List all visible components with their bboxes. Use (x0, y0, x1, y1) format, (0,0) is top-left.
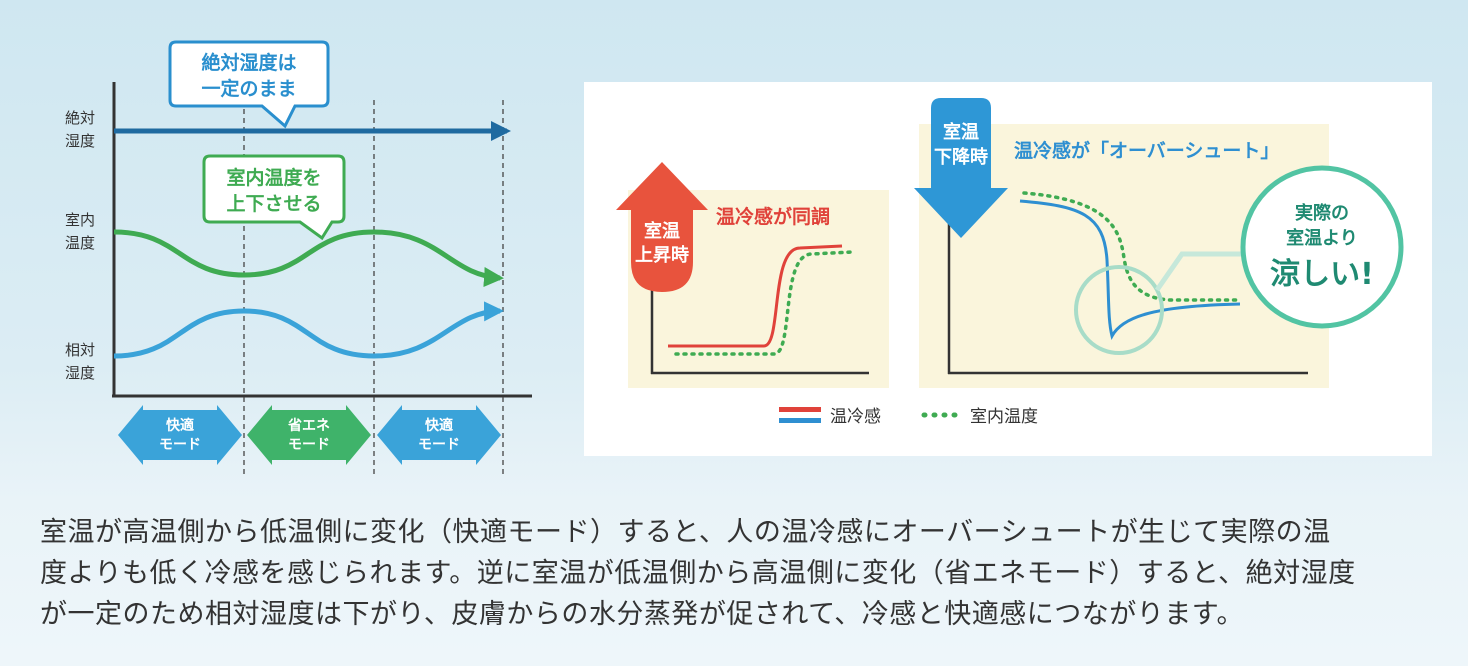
callout-line: 絶対湿度は (201, 51, 296, 74)
callout-absolute: 絶対湿度は 一定のまま (168, 40, 330, 129)
left-diagram: 絶対 湿度 室内 温度 相対 湿度 絶対湿度は 一定のまま (65, 40, 532, 476)
rising-badge (616, 162, 708, 292)
mode-3: 快適 モード (377, 405, 501, 465)
bubble-line: 実際の (1295, 202, 1349, 224)
falling-badge (914, 98, 1008, 238)
mode-1: 快適 モード (118, 405, 242, 465)
rising-room-temp-curve (674, 250, 854, 356)
label-relative-humidity: 相対 湿度 (65, 341, 95, 382)
panel-rising: 室温 上昇時 温冷感が同調 (616, 162, 889, 388)
callout-absolute-bubble (168, 40, 330, 129)
callout-temperature-bubble (202, 154, 346, 241)
mode-label: モード (418, 437, 460, 453)
label-room-temperature: 室内 温度 (65, 211, 95, 252)
badge-line: 室温 (943, 121, 979, 143)
falling-sensation-curve (1019, 199, 1241, 341)
callout-line: 上下させる (226, 193, 321, 215)
callout-temperature: 室内温度を 上下させる (202, 154, 346, 241)
caption: 室温が高温側から低温側に変化（快適モード）すると、人の温冷感にオーバーシュートが… (40, 512, 1440, 635)
bubble-connector (1154, 251, 1250, 292)
mode-3-arrow (377, 405, 501, 465)
caption-line: 室温が高温側から低温側に変化（快適モード）すると、人の温冷感にオーバーシュートが… (40, 517, 1331, 548)
panel-falling: 実際の 室温より 涼しい! 室温 下降時 温冷感が「オーバーシュート」 (914, 98, 1404, 388)
legend-label-sensation: 温冷感 (830, 407, 881, 427)
badge-line: 上昇時 (635, 245, 689, 266)
mode-label: 快適 (166, 417, 194, 434)
mode-1-arrow (118, 405, 242, 465)
callout-line: 一定のまま (201, 77, 296, 100)
bubble-line: 涼しい! (1270, 257, 1374, 292)
badge-line: 下降時 (934, 146, 988, 168)
room-temperature-line (113, 229, 504, 288)
label-line: 絶対 (65, 109, 95, 127)
callout-line: 室内温度を (226, 166, 321, 189)
caption-line: が一定のため相対湿度は下がり、皮膚からの水分蒸発が促されて、冷感と快適感につなが… (40, 599, 1245, 630)
mode-2-arrow (247, 405, 371, 465)
label-absolute-humidity: 絶対 湿度 (65, 109, 95, 150)
legend-swatch-red (779, 407, 821, 412)
legend: 温冷感 室内温度 (779, 407, 1038, 427)
cooler-bubble (1240, 165, 1404, 329)
mode-label: モード (288, 437, 330, 453)
panel-rising-title: 温冷感が同調 (716, 205, 830, 228)
relative-humidity-line (113, 301, 504, 359)
mode-label: モード (159, 437, 201, 453)
legend-label-room-temp: 室内温度 (970, 407, 1038, 427)
mode-label: 省エネ (287, 417, 330, 434)
label-line: 湿度 (65, 132, 95, 150)
label-line: 温度 (65, 234, 95, 252)
right-diagram: 室温 上昇時 温冷感が同調 実際の 室温より 涼しい! 室温 下降時 温冷感が「… (584, 82, 1432, 456)
mode-label: 快適 (425, 417, 453, 434)
label-line: 室内 (65, 211, 95, 229)
panel-falling-title: 温冷感が「オーバーシュート」 (1014, 139, 1279, 162)
rising-sensation-curve (668, 244, 843, 348)
caption-line: 度よりも低く冷感を感じられます。逆に室温が低温側から高温側に変化（省エネモード）… (40, 558, 1356, 589)
bubble-line: 室温より (1286, 227, 1358, 249)
label-line: 湿度 (65, 364, 95, 382)
mode-2: 省エネ モード (247, 405, 371, 465)
falling-room-temp-curve (1022, 191, 1242, 302)
overshoot-highlight-circle (1074, 265, 1164, 355)
label-line: 相対 (65, 341, 95, 359)
badge-line: 室温 (644, 220, 680, 242)
legend-swatch-blue (779, 418, 821, 423)
